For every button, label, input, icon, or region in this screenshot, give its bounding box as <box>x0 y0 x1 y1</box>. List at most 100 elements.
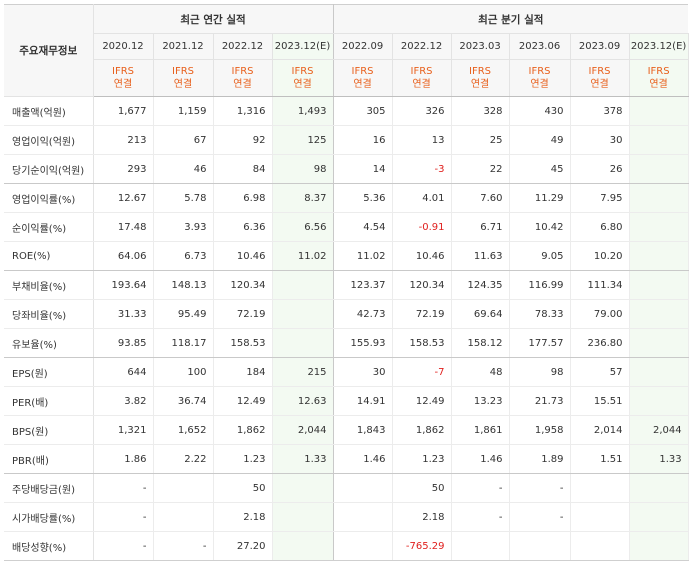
consolidated-label: 연결 <box>470 79 490 90</box>
value-cell: 6.80 <box>570 212 630 242</box>
value-cell: 98 <box>272 154 334 184</box>
quarter-header: 최근 분기 실적 <box>333 4 689 34</box>
value-cell: -7 <box>392 357 452 387</box>
value-cell: 2.22 <box>153 444 214 474</box>
value-cell <box>629 502 689 532</box>
value-cell: 31.33 <box>93 299 154 329</box>
row-label: PBR(배) <box>4 444 94 474</box>
period-date: 2022.09 <box>333 33 393 60</box>
value-cell: 11.02 <box>272 241 334 271</box>
value-cell <box>153 502 214 532</box>
value-cell: 1.33 <box>629 444 689 474</box>
value-cell <box>570 473 630 503</box>
value-cell: 236.80 <box>570 328 630 358</box>
value-cell <box>451 531 510 561</box>
value-cell: 25 <box>451 125 510 155</box>
row-label: 순이익률(%) <box>4 212 94 242</box>
value-cell: 213 <box>93 125 154 155</box>
value-cell <box>272 328 334 358</box>
consolidated-label: 연결 <box>233 79 252 90</box>
value-cell: 123.37 <box>333 270 393 300</box>
consolidated-label: 연결 <box>590 79 609 90</box>
table-row: EPS(원) 644 100 184 215 30 -7 48 98 57 <box>4 357 689 387</box>
value-cell <box>629 473 689 503</box>
period-date: 2021.12 <box>153 33 214 60</box>
value-cell <box>272 473 334 503</box>
period-standard: IFRS 연결 <box>570 59 630 97</box>
value-cell: 184 <box>213 357 273 387</box>
period-standard: IFRS 연결 <box>333 59 393 97</box>
value-cell: 155.93 <box>333 328 393 358</box>
value-cell: 326 <box>392 96 452 126</box>
value-cell: - <box>509 502 571 532</box>
value-cell: 1.46 <box>333 444 393 474</box>
value-cell: 148.13 <box>153 270 214 300</box>
value-cell: 92 <box>213 125 273 155</box>
ifrs-label: IFRS <box>231 66 254 77</box>
value-cell: 4.01 <box>392 183 452 213</box>
value-cell: 10.42 <box>509 212 571 242</box>
table-row: 부채비율(%) 193.64 148.13 120.34 123.37 120.34 124… <box>4 270 689 300</box>
row-label: 당기순이익(억원) <box>4 154 94 184</box>
value-cell <box>629 357 689 387</box>
table-row: 배당성향(%) - -27.20 -765.29 <box>4 531 689 561</box>
ifrs-label: IFRS <box>172 66 194 77</box>
period-date-row: 2020.12 2021.12 2022.12 2023.12(E) 2022.09 20… <box>4 33 689 60</box>
period-date: 2023.09 <box>570 33 630 60</box>
value-cell <box>153 473 214 503</box>
value-cell: 11.02 <box>333 241 393 271</box>
value-cell: 1.86 <box>93 444 154 474</box>
ifrs-label: IFRS <box>588 66 611 77</box>
value-cell: 6.56 <box>272 212 334 242</box>
value-cell: 193.64 <box>93 270 154 300</box>
row-label: 주당배당금(원) <box>4 473 94 503</box>
value-cell: 1,159 <box>153 96 214 126</box>
value-cell <box>629 96 689 126</box>
value-cell: 177.57 <box>509 328 571 358</box>
value-cell: 1.46 <box>451 444 510 474</box>
value-cell: 45 <box>509 154 571 184</box>
value-cell: 120.34 <box>392 270 452 300</box>
value-cell: -3 <box>392 154 452 184</box>
consolidated-label: 연결 <box>173 79 193 90</box>
value-cell <box>629 154 689 184</box>
value-cell <box>629 328 689 358</box>
row-label: 매출액(억원) <box>4 96 94 126</box>
value-cell: 13.23 <box>451 386 510 416</box>
value-cell: 1,316 <box>213 96 273 126</box>
value-cell <box>629 183 689 213</box>
value-cell: 1.23 <box>392 444 452 474</box>
period-date: 2020.12 <box>93 33 154 60</box>
value-cell: 111.34 <box>570 270 630 300</box>
table-row: PBR(배) 1.86 2.22 1.23 1.33 1.46 1.23 1.46 1.89 1.… <box>4 444 689 474</box>
table-row: 순이익률(%) 17.48 3.93 6.36 6.56 4.54 -0.91 6.71 10.… <box>4 212 689 242</box>
value-cell: 42.73 <box>333 299 393 329</box>
value-cell: 16 <box>333 125 393 155</box>
value-cell: - <box>509 473 571 503</box>
value-cell <box>333 531 393 561</box>
period-standard: IFRS 연결 <box>93 59 154 97</box>
table-row: 매출액(억원) 1,677 1,159 1,316 1,493 305 326 328 430 3… <box>4 96 689 126</box>
value-cell: 2,044 <box>272 415 334 445</box>
value-cell: 11.63 <box>451 241 510 271</box>
value-cell <box>333 473 393 503</box>
value-cell: 2.18 <box>392 502 452 532</box>
table-row: BPS(원) 1,321 1,652 1,862 2,044 1,843 1,862 1,86… <box>4 415 689 445</box>
ifrs-label: IFRS <box>528 66 551 77</box>
value-cell: 17.48 <box>93 212 154 242</box>
period-date: 2023.06 <box>509 33 571 60</box>
value-cell: 95.49 <box>153 299 214 329</box>
value-cell: 158.53 <box>213 328 273 358</box>
value-cell: 72.19 <box>213 299 273 329</box>
value-cell <box>629 125 689 155</box>
value-cell: 84 <box>213 154 273 184</box>
annual-header: 최근 연간 실적 <box>93 4 334 34</box>
value-cell: 22 <box>451 154 510 184</box>
consolidated-label: 연결 <box>530 79 549 90</box>
period-standard: IFRS 연결 <box>153 59 214 97</box>
value-cell: 2.18 <box>213 502 273 532</box>
consolidated-label: 연결 <box>113 79 133 90</box>
value-cell: 158.53 <box>392 328 452 358</box>
value-cell: 64.06 <box>93 241 154 271</box>
period-standard: IFRS 연결 <box>272 59 334 97</box>
